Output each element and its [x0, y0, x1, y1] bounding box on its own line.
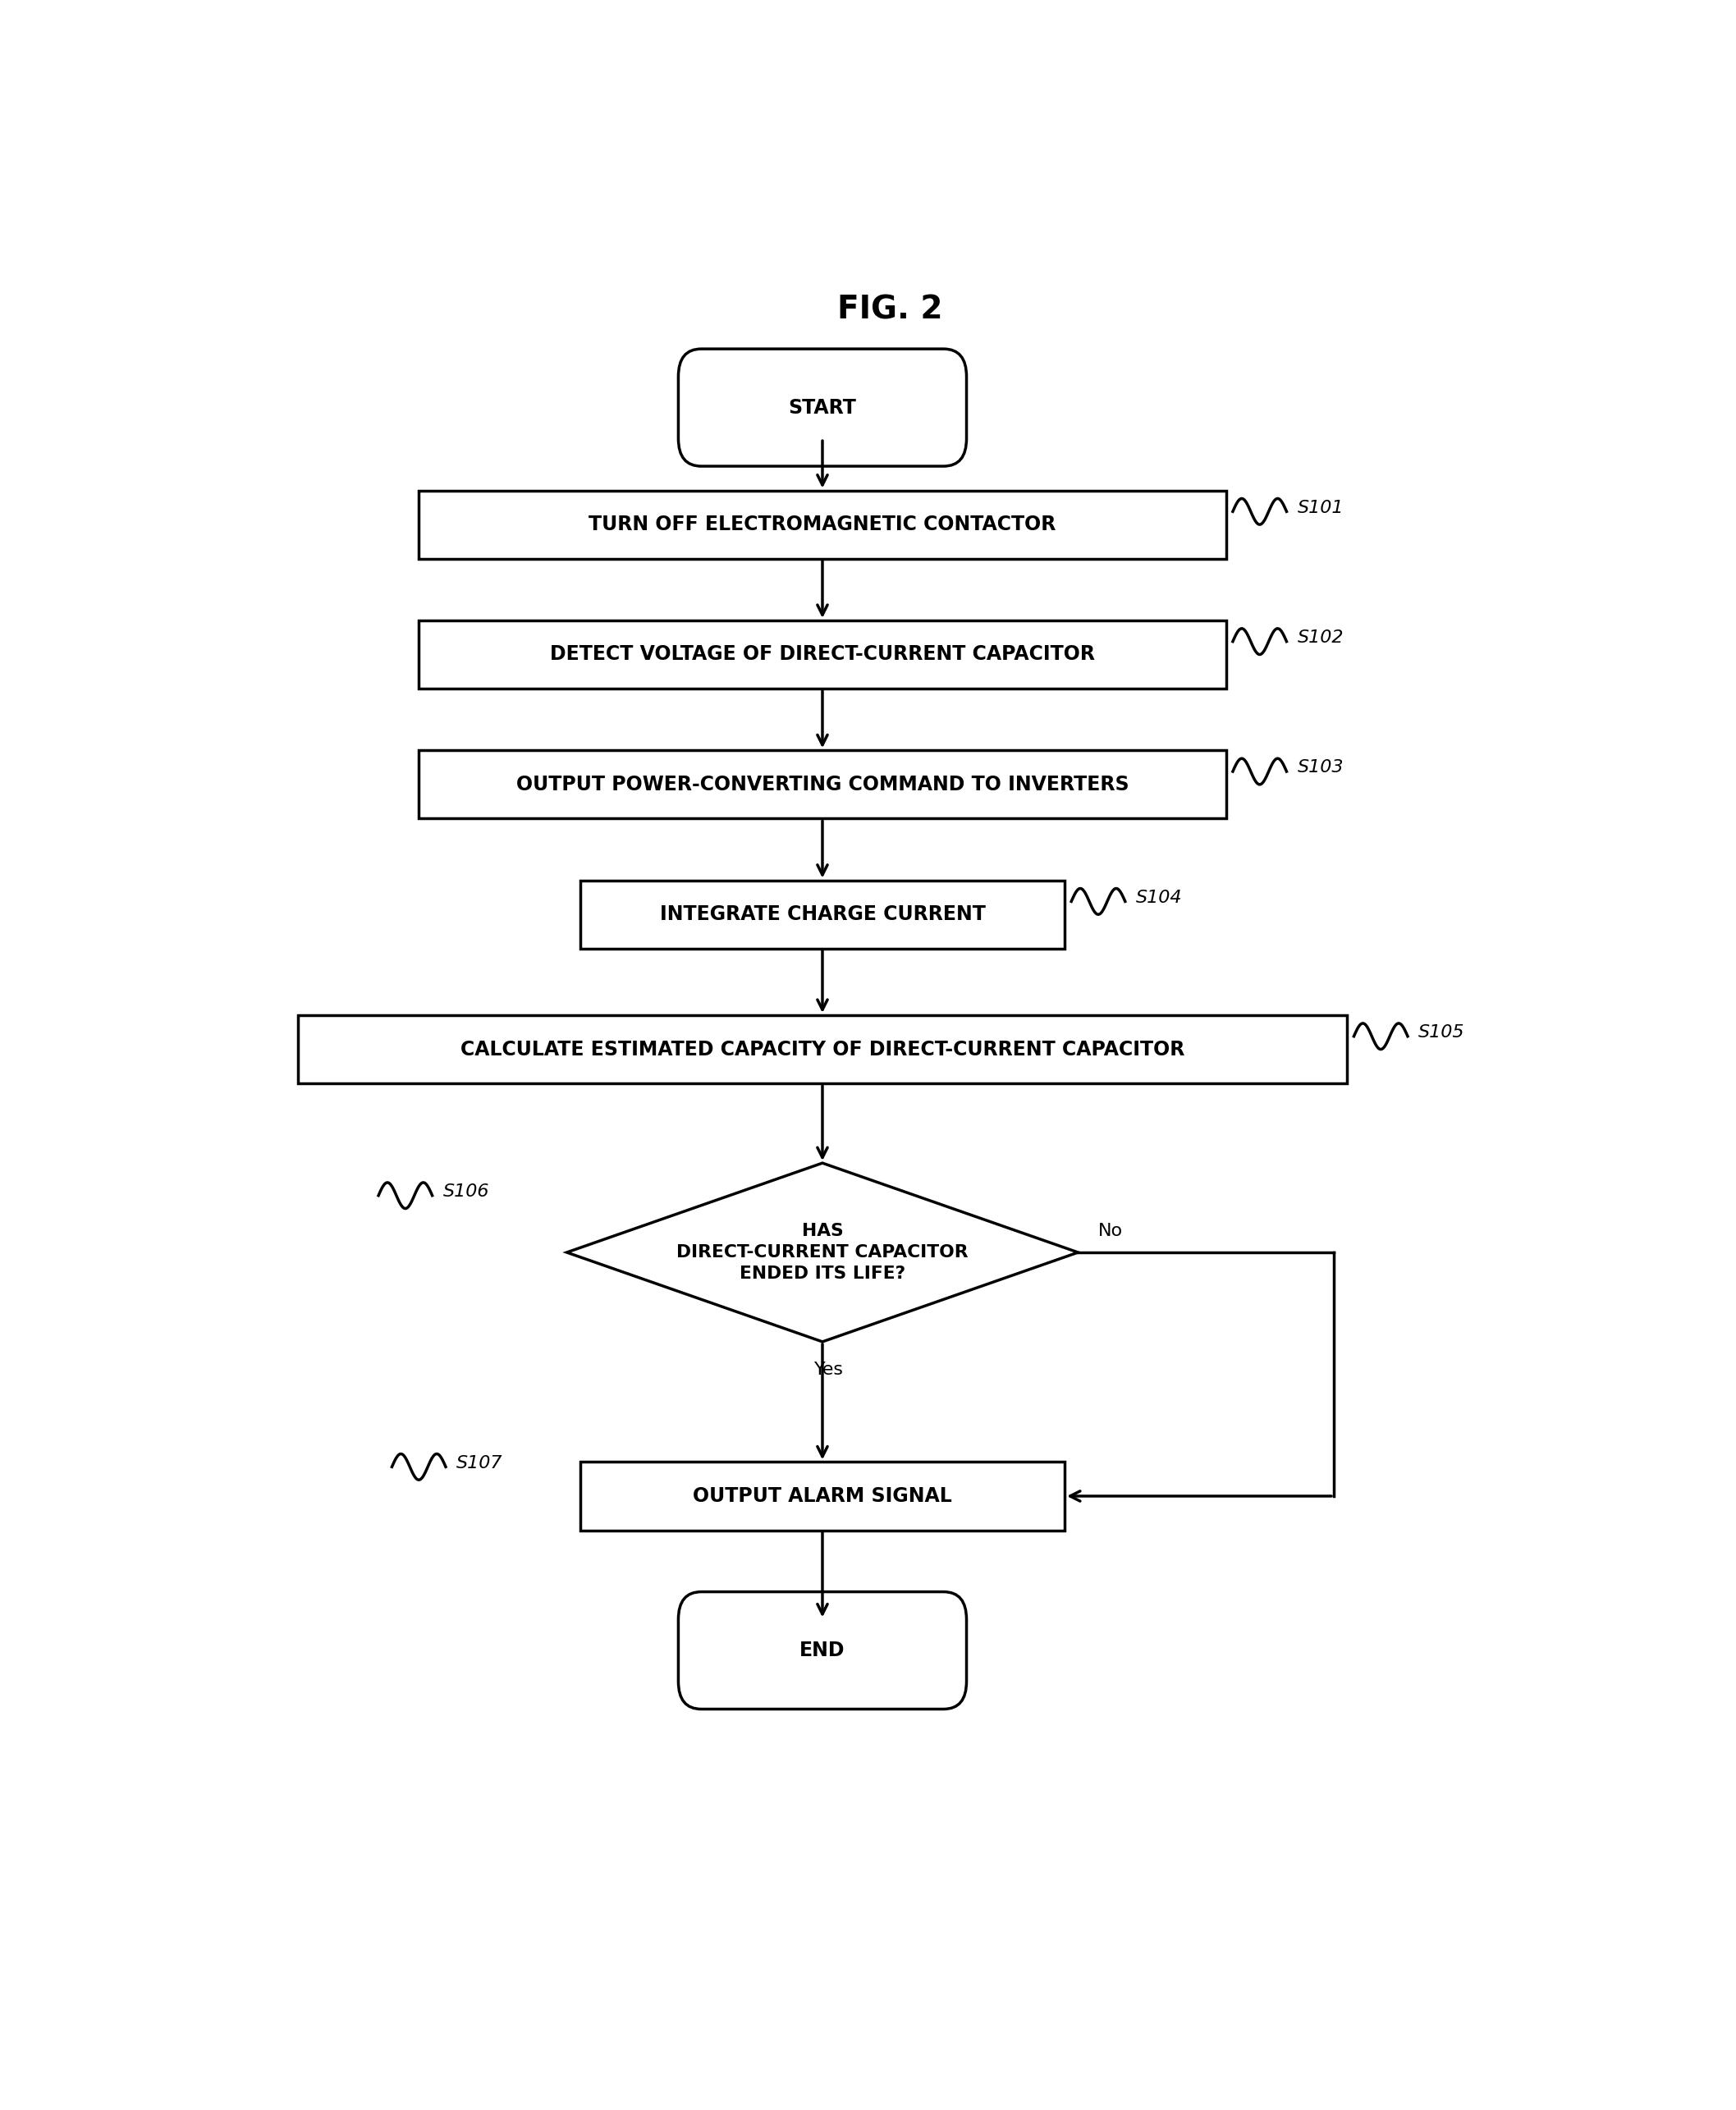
Text: S103: S103 [1297, 760, 1344, 776]
Text: S104: S104 [1135, 888, 1182, 905]
Polygon shape [566, 1163, 1078, 1342]
Bar [418, 751, 1226, 819]
Text: No: No [1099, 1224, 1123, 1239]
FancyBboxPatch shape [679, 1591, 967, 1709]
Text: DETECT VOLTAGE OF DIRECT-CURRENT CAPACITOR: DETECT VOLTAGE OF DIRECT-CURRENT CAPACIT… [550, 646, 1095, 665]
Text: START: START [788, 397, 856, 418]
Bar [580, 880, 1064, 950]
Text: S107: S107 [457, 1454, 503, 1471]
Text: OUTPUT POWER-CONVERTING COMMAND TO INVERTERS: OUTPUT POWER-CONVERTING COMMAND TO INVER… [516, 774, 1128, 793]
Text: S101: S101 [1297, 500, 1344, 515]
Text: Yes: Yes [814, 1361, 844, 1378]
Bar [418, 490, 1226, 559]
Text: INTEGRATE CHARGE CURRENT: INTEGRATE CHARGE CURRENT [660, 905, 986, 924]
Text: TURN OFF ELECTROMAGNETIC CONTACTOR: TURN OFF ELECTROMAGNETIC CONTACTOR [589, 515, 1055, 534]
Text: OUTPUT ALARM SIGNAL: OUTPUT ALARM SIGNAL [693, 1485, 951, 1507]
Text: S106: S106 [443, 1184, 490, 1201]
Bar [580, 1462, 1064, 1530]
Bar [299, 1015, 1347, 1082]
Text: END: END [800, 1642, 845, 1661]
Text: HAS
DIRECT-CURRENT CAPACITOR
ENDED ITS LIFE?: HAS DIRECT-CURRENT CAPACITOR ENDED ITS L… [677, 1222, 969, 1283]
Bar [418, 620, 1226, 688]
Text: S105: S105 [1418, 1023, 1465, 1040]
Text: FIG. 2: FIG. 2 [837, 295, 943, 325]
FancyBboxPatch shape [679, 348, 967, 466]
Text: CALCULATE ESTIMATED CAPACITY OF DIRECT-CURRENT CAPACITOR: CALCULATE ESTIMATED CAPACITY OF DIRECT-C… [460, 1040, 1184, 1059]
Text: S102: S102 [1297, 629, 1344, 646]
